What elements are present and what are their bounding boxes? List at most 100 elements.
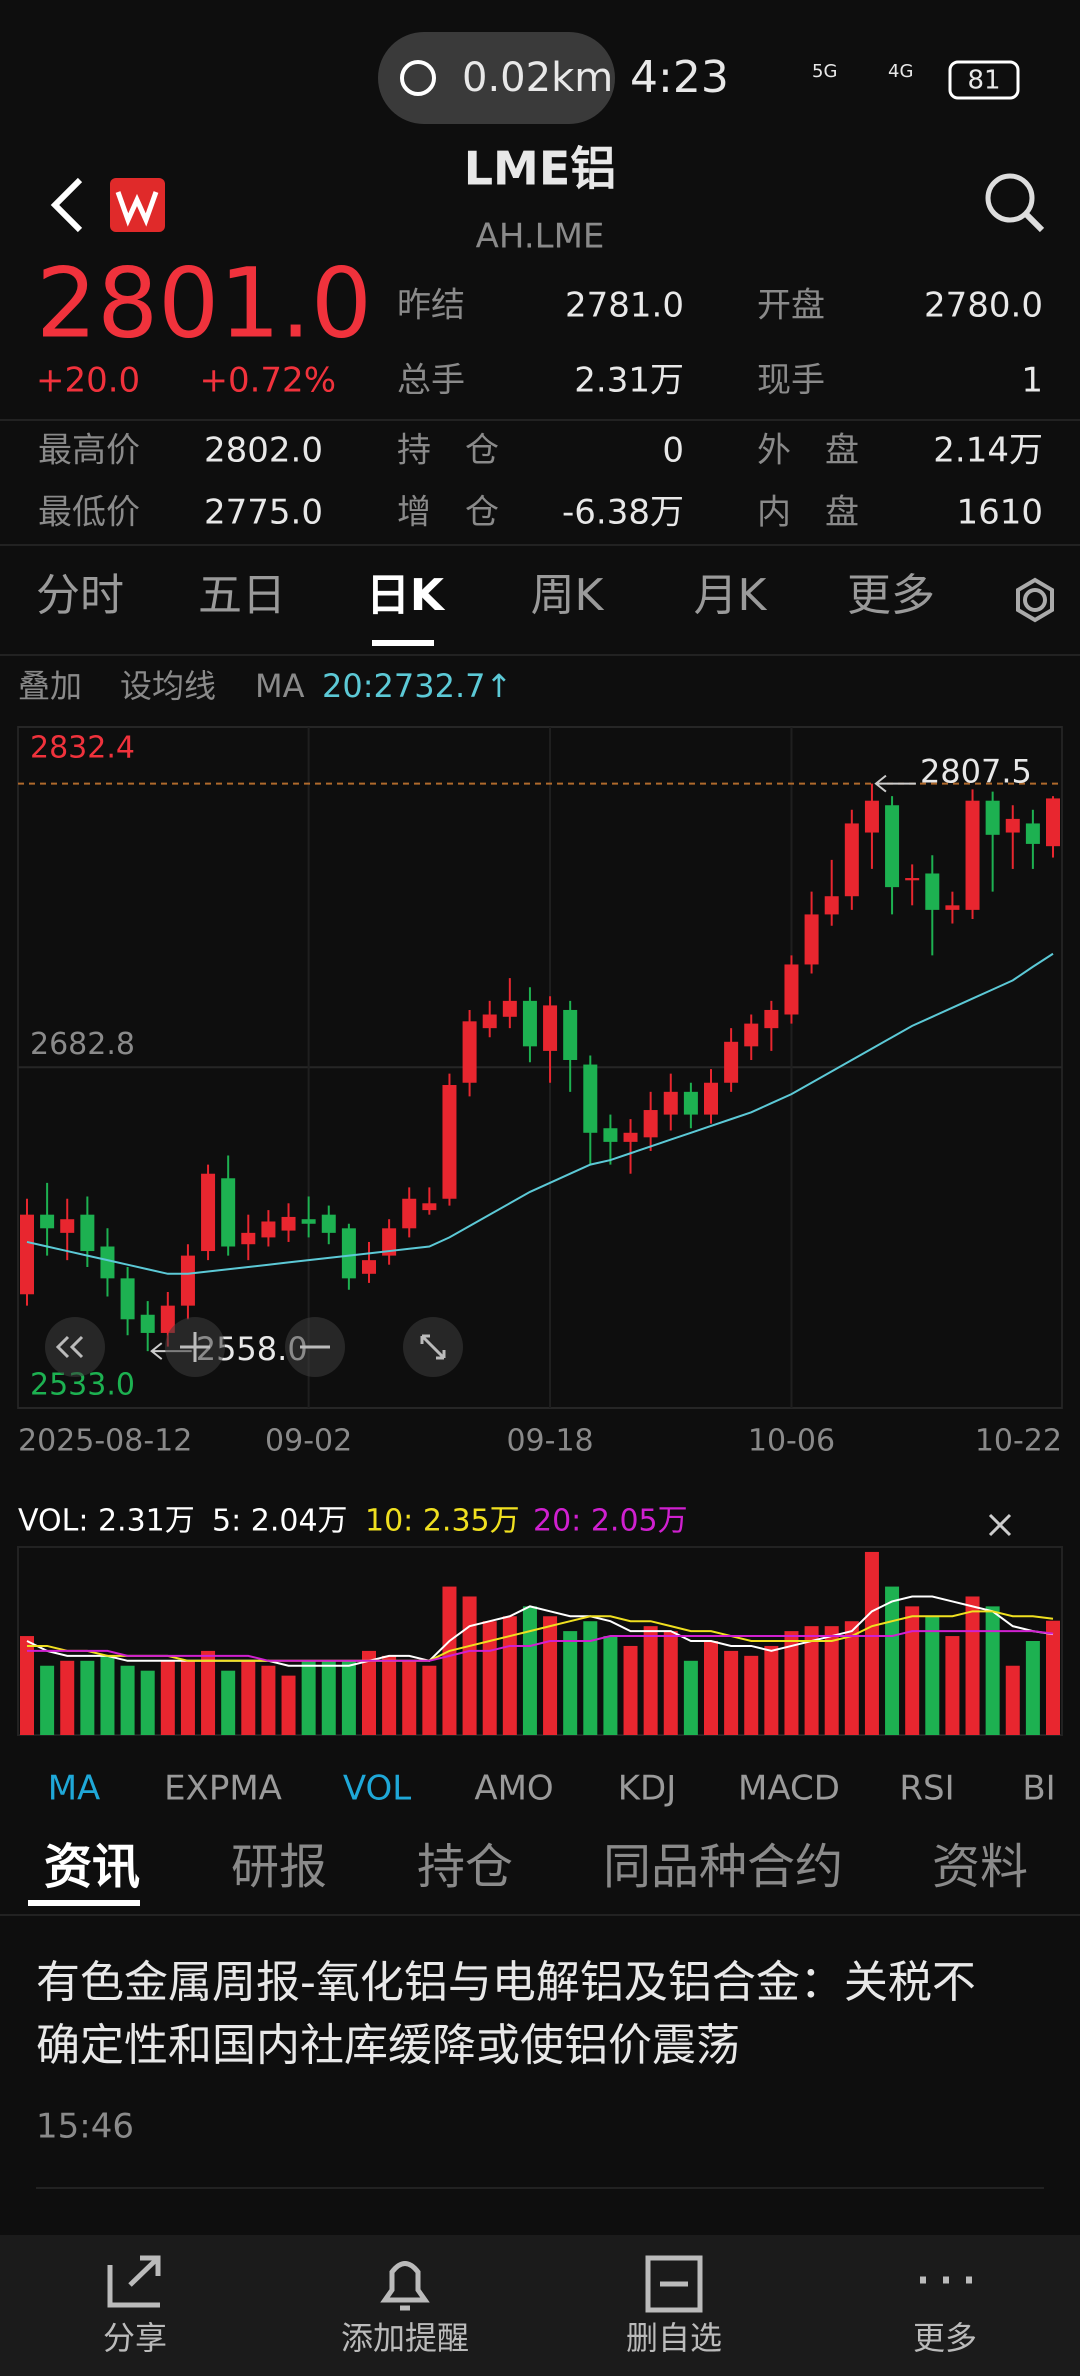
volume-bar xyxy=(864,1551,879,1735)
indicator-tab[interactable]: RSI xyxy=(899,1769,954,1809)
period-tab[interactable]: 更多 xyxy=(847,570,935,621)
quote-label: 最高价 xyxy=(38,431,140,471)
network-type: 4G xyxy=(888,61,913,82)
ma20-label: 20:2732.7↑ xyxy=(322,667,512,705)
nav-label[interactable]: 删自选 xyxy=(626,2319,722,2357)
nav-label[interactable]: 分享 xyxy=(103,2319,167,2357)
candle-body xyxy=(442,1085,457,1199)
news-tab[interactable]: 同品种合约 xyxy=(603,1839,843,1895)
candle-body xyxy=(945,905,960,910)
candle-body xyxy=(1046,798,1060,847)
overlay-button[interactable]: 叠加 xyxy=(18,667,82,705)
candle-body xyxy=(522,1000,537,1047)
candle-body xyxy=(965,800,980,910)
nav-label[interactable]: 更多 xyxy=(913,2319,977,2357)
candle-body xyxy=(201,1173,216,1252)
volume-bar xyxy=(683,1660,698,1735)
volume-bar xyxy=(422,1665,437,1735)
candle-body xyxy=(683,1091,698,1115)
candle-body xyxy=(281,1216,296,1231)
clock: 4:23 xyxy=(630,52,729,103)
period-tab[interactable]: 周K xyxy=(531,570,605,621)
volume-bar xyxy=(1046,1620,1060,1735)
search-button[interactable] xyxy=(985,173,1035,223)
volume-bar xyxy=(60,1660,75,1735)
zoom-control[interactable] xyxy=(45,1317,105,1377)
back-button[interactable] xyxy=(50,177,83,233)
indicator-tab[interactable]: EXPMA xyxy=(164,1769,282,1809)
network-type: 5G xyxy=(812,61,837,82)
y-tick-label: 2832.4 xyxy=(30,731,135,766)
volume-bar xyxy=(321,1660,336,1735)
candle-body xyxy=(643,1110,658,1138)
candle-body xyxy=(40,1214,55,1229)
news-title[interactable]: 确定性和国内社库缓降或使铝价震荡 xyxy=(36,2020,740,2071)
indicator-tab[interactable]: MACD xyxy=(738,1769,840,1809)
candle-body xyxy=(60,1219,75,1233)
settings-icon xyxy=(1016,577,1054,623)
candle-body xyxy=(844,823,859,897)
volume-bar xyxy=(643,1626,658,1735)
candle-body xyxy=(784,964,799,1015)
speed-pill xyxy=(378,32,615,124)
indicator-tab[interactable]: BI xyxy=(1022,1769,1055,1809)
news-tab[interactable]: 资料 xyxy=(932,1839,1028,1895)
legend-entry: VOL: 2.31万 xyxy=(18,1504,195,1539)
volume-bar xyxy=(261,1665,276,1735)
news-tab[interactable]: 资讯 xyxy=(44,1839,140,1895)
candle-body xyxy=(563,1009,578,1060)
indicator-tab[interactable]: AMO xyxy=(474,1769,553,1809)
nav-label[interactable]: 添加提醒 xyxy=(341,2319,469,2357)
set-ma-button[interactable]: 设均线 xyxy=(120,667,216,705)
period-tab[interactable]: 日K xyxy=(366,570,446,621)
candle-body xyxy=(241,1232,256,1245)
candle-body xyxy=(80,1214,95,1252)
code: AH.LME xyxy=(476,217,605,257)
indicator-tab[interactable]: KDJ xyxy=(618,1769,677,1809)
quote-value: 2.31万 xyxy=(574,361,684,401)
quote-label: 内 盘 xyxy=(757,493,859,533)
volume-bar xyxy=(402,1660,417,1735)
volume-bar xyxy=(543,1616,558,1735)
volume-bar xyxy=(985,1606,1000,1735)
candle-body xyxy=(422,1203,437,1211)
quote-value: 2781.0 xyxy=(565,286,684,326)
volume-bar xyxy=(844,1621,859,1735)
indicator-tab[interactable]: MA xyxy=(48,1769,101,1809)
volume-frame xyxy=(17,1546,1063,1736)
volume-bar xyxy=(482,1621,497,1735)
volume-bar xyxy=(221,1670,236,1735)
candle-body xyxy=(724,1041,739,1083)
news-tab[interactable]: 研报 xyxy=(231,1839,327,1895)
quote-value: 1 xyxy=(1021,361,1043,401)
bottom-nav xyxy=(0,2235,1080,2376)
candle-body xyxy=(864,800,879,833)
zoom-icon xyxy=(55,1335,84,1359)
quote-label: 外 盘 xyxy=(757,431,859,471)
zoom-icon xyxy=(180,1332,210,1362)
volume-bar xyxy=(100,1655,115,1735)
period-tab[interactable]: 月K xyxy=(694,570,768,621)
period-tab[interactable]: 五日 xyxy=(198,570,286,621)
candle-body xyxy=(704,1082,718,1115)
news-tab[interactable]: 持仓 xyxy=(417,1839,513,1895)
indicator-tab[interactable]: VOL xyxy=(343,1769,411,1809)
settings-button[interactable] xyxy=(1023,588,1047,612)
news-title[interactable]: 有色金属周报-氧化铝与电解铝及铝合金：关税不 xyxy=(36,1957,976,2008)
period-tab[interactable]: 分时 xyxy=(36,570,124,621)
volume-bar xyxy=(442,1586,457,1735)
volume-bar xyxy=(140,1670,155,1735)
candle-body xyxy=(462,1021,477,1083)
volume-bar xyxy=(40,1665,55,1735)
quote-label: 增 仓 xyxy=(397,493,499,533)
volume-bar xyxy=(563,1631,578,1735)
close-button[interactable] xyxy=(988,1513,1012,1537)
quote-value: -6.38万 xyxy=(562,493,684,533)
y-tick-label: 2682.8 xyxy=(30,1027,135,1062)
volume-bar xyxy=(1025,1641,1040,1735)
volume-bar xyxy=(663,1631,678,1735)
candle-body xyxy=(321,1214,336,1233)
volume-ma-line xyxy=(27,1630,1054,1662)
